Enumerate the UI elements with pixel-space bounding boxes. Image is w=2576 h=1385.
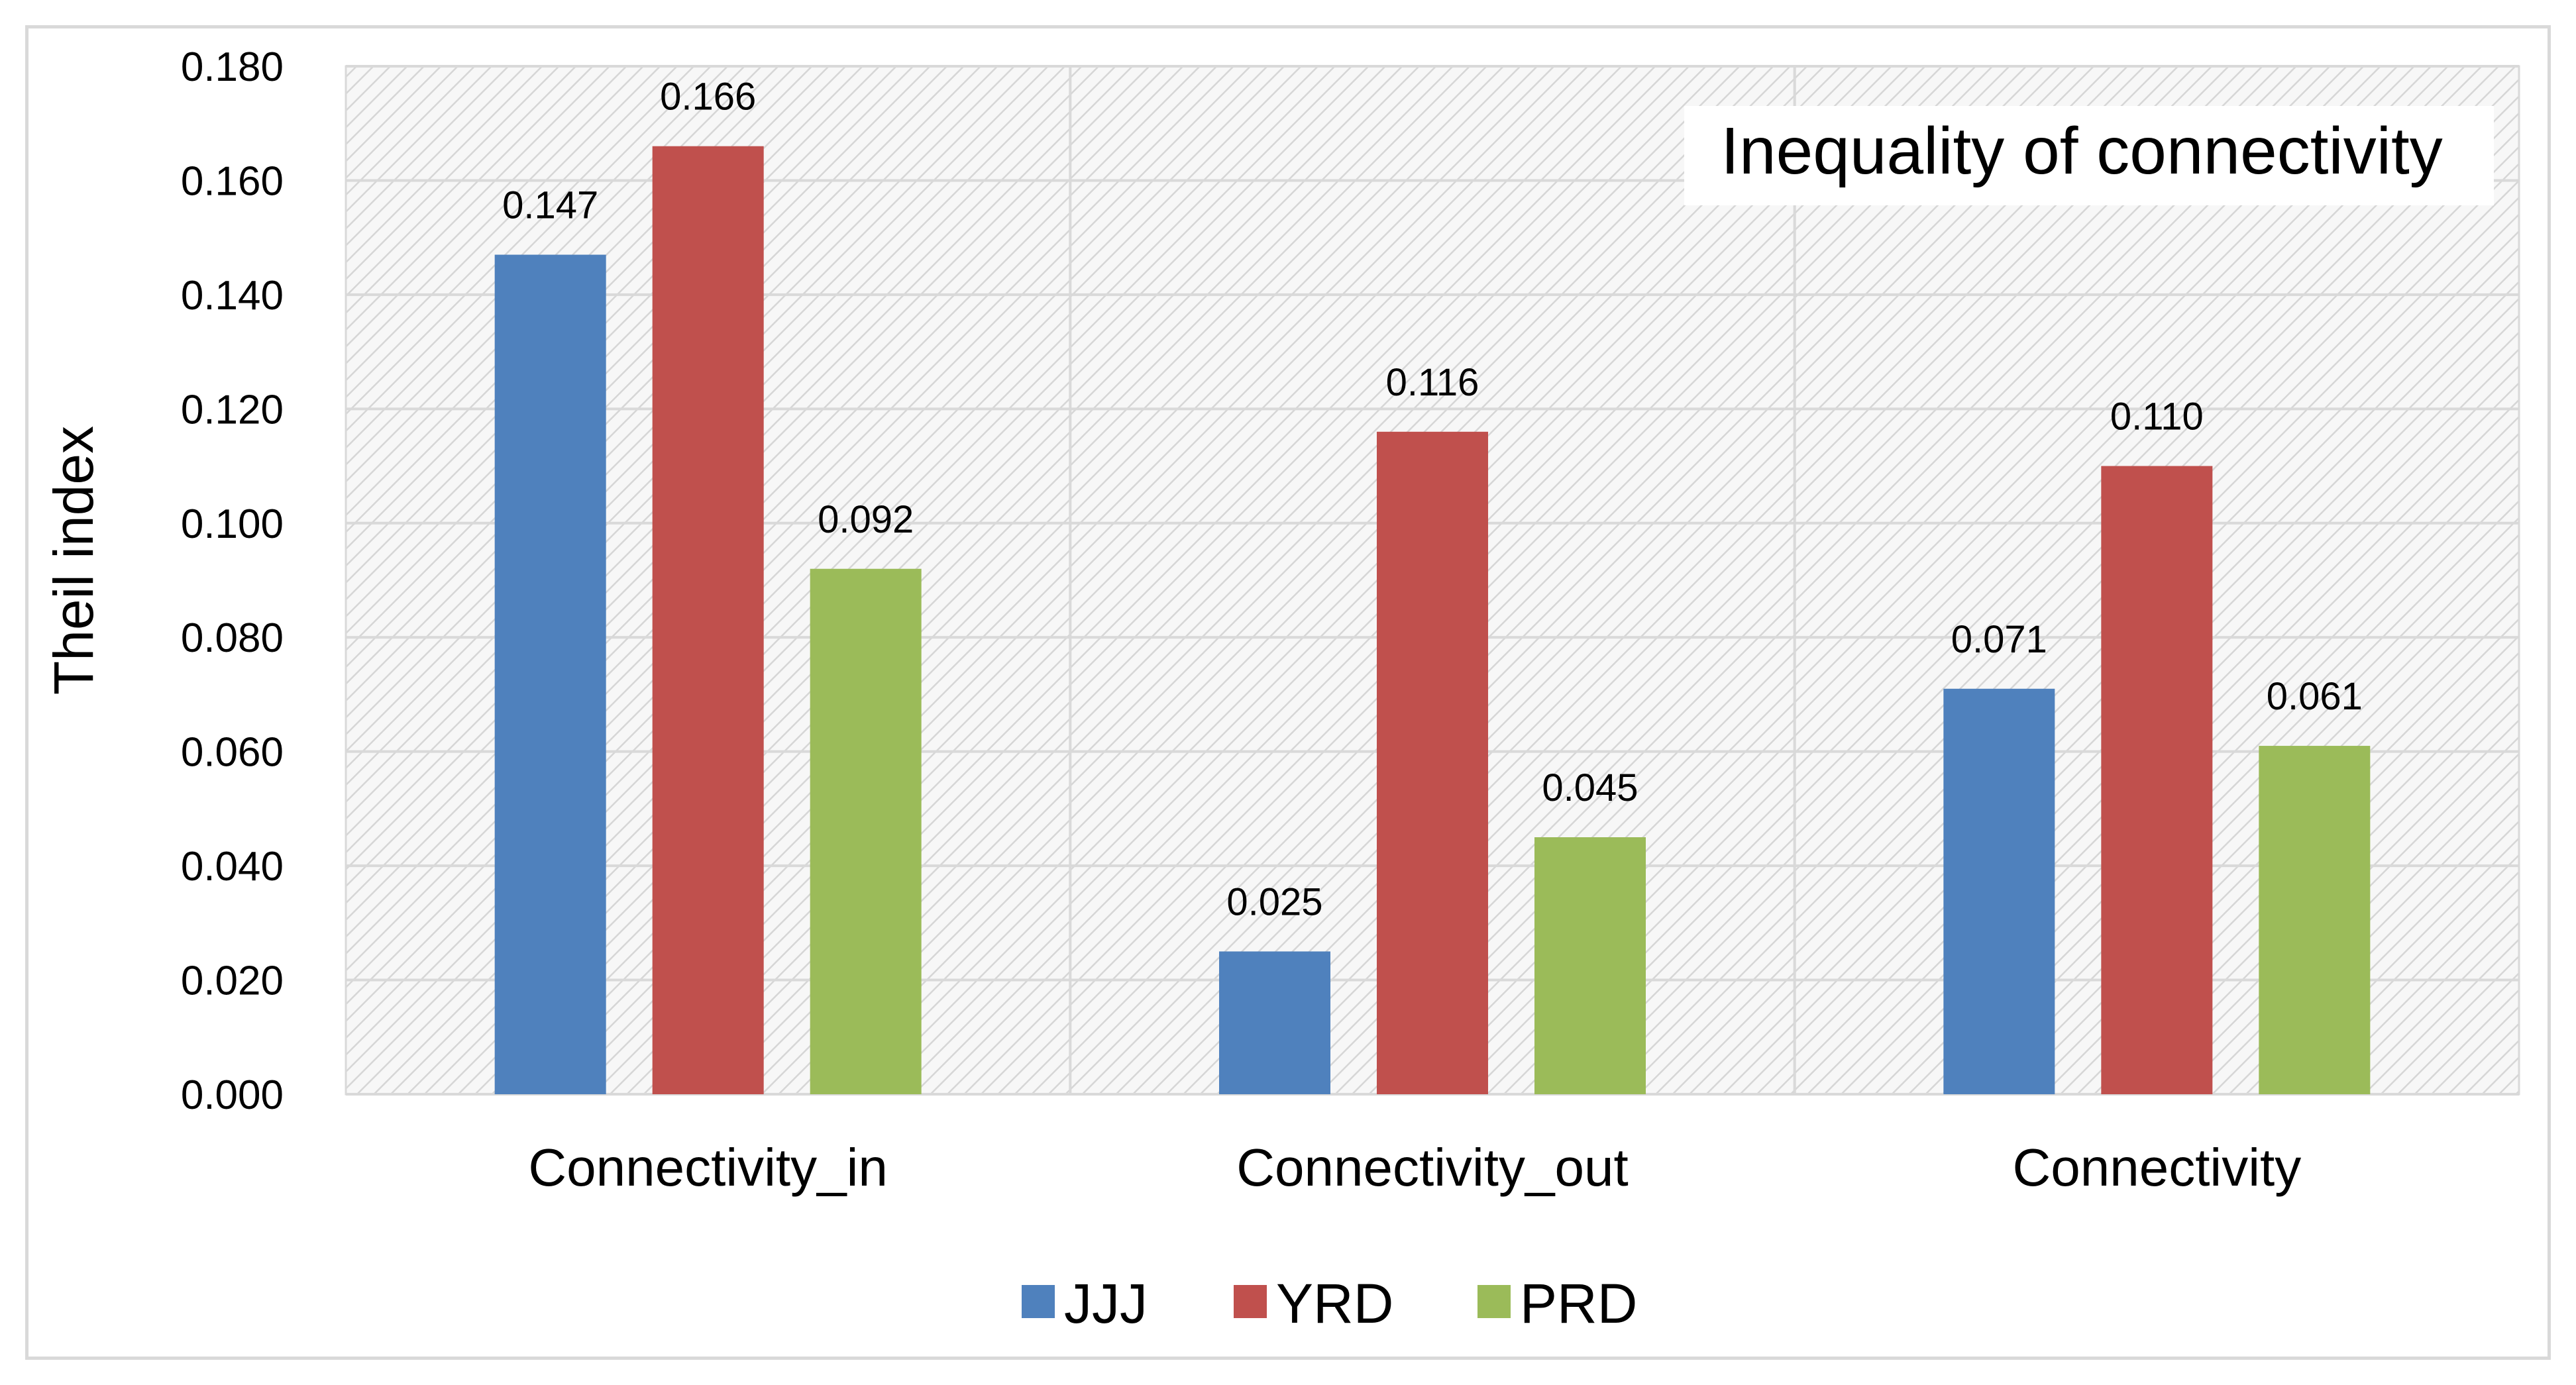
bar-prd — [810, 568, 922, 1094]
data-label: 0.166 — [660, 76, 756, 119]
data-label: 0.061 — [2267, 675, 2363, 718]
x-category-label: Connectivity_in — [528, 1138, 888, 1197]
data-label: 0.110 — [2110, 395, 2204, 438]
x-category-label: Connectivity_out — [1236, 1138, 1628, 1197]
data-label: 0.092 — [818, 498, 914, 541]
y-tick-label: 0.060 — [181, 730, 284, 776]
legend-swatch — [1477, 1285, 1511, 1318]
legend-swatch — [1234, 1285, 1267, 1318]
bar-prd — [2259, 746, 2371, 1094]
y-axis-label: Theil index — [42, 426, 105, 695]
legend-swatch — [1022, 1285, 1055, 1318]
x-category-label: Connectivity — [2012, 1138, 2301, 1197]
y-tick-label: 0.000 — [181, 1072, 284, 1118]
data-label: 0.025 — [1226, 880, 1322, 923]
data-label: 0.045 — [1542, 766, 1638, 809]
bar-jjj — [494, 254, 606, 1094]
legend-label: PRD — [1520, 1272, 1637, 1335]
data-label: 0.147 — [502, 184, 598, 227]
data-label: 0.116 — [1386, 361, 1479, 404]
y-tick-label: 0.160 — [181, 158, 284, 204]
legend-label: YRD — [1276, 1272, 1393, 1335]
y-tick-label: 0.020 — [181, 958, 284, 1004]
legend-label: JJJ — [1064, 1272, 1148, 1335]
bar-yrd — [1377, 431, 1488, 1094]
legend: JJJ YRD PRD — [1022, 1272, 1637, 1335]
bar-yrd — [652, 146, 764, 1095]
y-tick-label: 0.080 — [181, 615, 284, 661]
y-axis-ticks: 0.000 0.020 0.040 0.060 0.080 0.100 0.120 0.140… — [181, 44, 284, 1118]
bars — [494, 146, 2371, 1095]
x-axis-categories: Connectivity_in Connectivity_out Connectiv… — [528, 1138, 2301, 1197]
bar-jjj — [1943, 688, 2055, 1094]
y-tick-label: 0.100 — [181, 501, 284, 547]
bar-yrd — [2101, 466, 2213, 1094]
y-tick-label: 0.140 — [181, 273, 284, 319]
y-tick-label: 0.120 — [181, 387, 284, 433]
y-tick-label: 0.180 — [181, 44, 284, 90]
data-labels: 0.147 0.166 0.092 0.025 0.116 0.045 0.071 0.110… — [502, 76, 2363, 924]
chart-title: Inequality of connectivity — [1721, 114, 2443, 188]
title-box — [1684, 106, 2494, 205]
y-tick-label: 0.040 — [181, 844, 284, 890]
bar-jjj — [1219, 951, 1330, 1094]
bar-prd — [1534, 837, 1646, 1094]
data-label: 0.071 — [1951, 618, 2047, 661]
